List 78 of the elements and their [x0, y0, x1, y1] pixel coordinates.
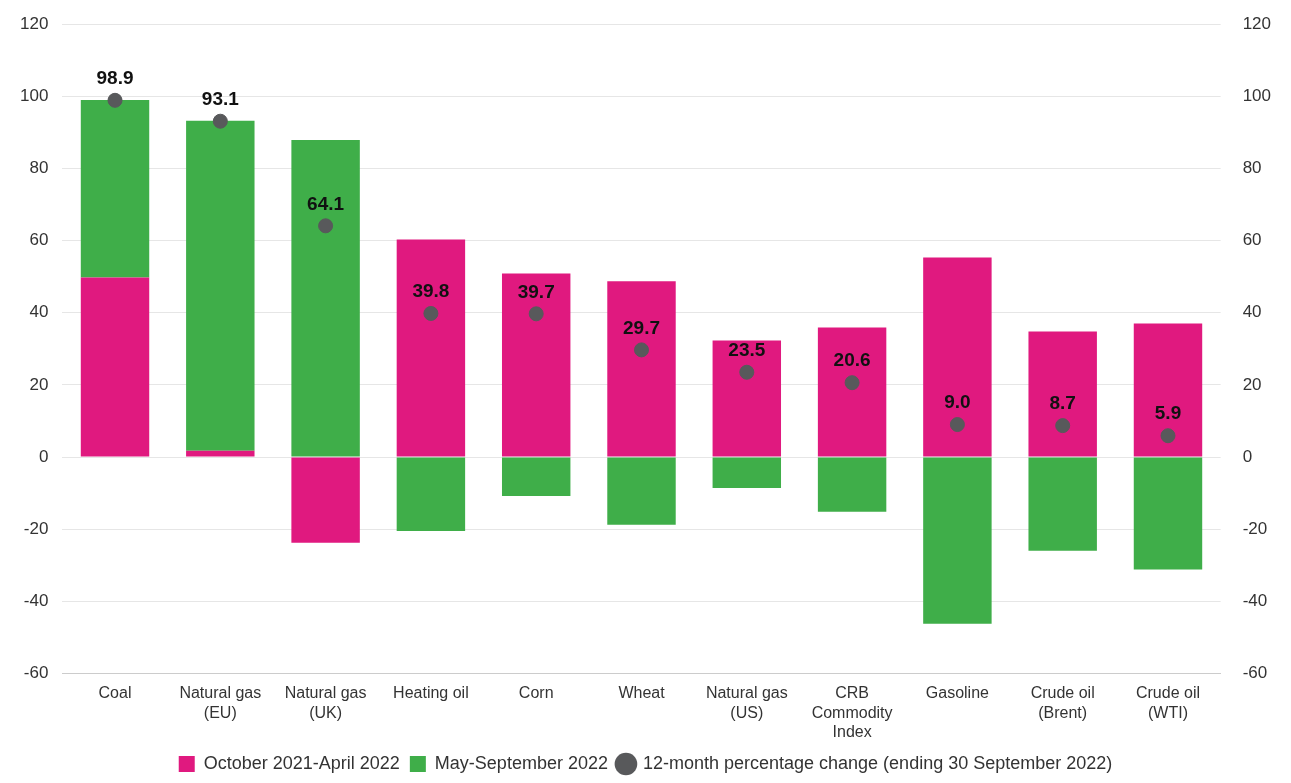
point: [634, 342, 649, 358]
y2-tick-label: 20: [1242, 374, 1262, 394]
data-label: 39.8: [412, 280, 450, 302]
y-tick-label: 100: [19, 86, 49, 106]
point: [212, 113, 228, 129]
data-label: 39.7: [517, 280, 555, 302]
data-label: 23.5: [728, 338, 766, 360]
x-tick-label: Crude oil (Brent): [1030, 684, 1095, 721]
x-tick-label: Gasoline: [925, 684, 990, 702]
y2-tick-label: 80: [1242, 158, 1262, 178]
point: [423, 305, 439, 321]
point: [1055, 418, 1071, 434]
y2-tick-label: 0: [1242, 446, 1253, 466]
y-tick-label: -60: [23, 663, 49, 683]
data-label: 64.1: [307, 192, 345, 214]
x-tick-label: CRB Commodity Index: [811, 684, 893, 740]
data-label: 20.6: [833, 349, 871, 371]
x-tick-label: Natural gas (EU): [179, 684, 262, 721]
y2-tick-label: -20: [1242, 518, 1268, 538]
data-label: 93.1: [201, 87, 240, 109]
point: [844, 375, 860, 391]
y-tick-label: 20: [29, 374, 49, 394]
bar: [1028, 331, 1097, 457]
bar: [817, 327, 887, 457]
y2-tick-label: 40: [1242, 302, 1262, 322]
data-label: 8.7: [1049, 392, 1076, 414]
bar: [186, 450, 255, 457]
y-tick-label: -40: [23, 590, 49, 610]
bar: [396, 239, 466, 457]
bar: [923, 257, 992, 457]
bar: [501, 457, 571, 496]
legend-label: 12-month percentage change (ending 30 September 2022): [642, 752, 1113, 773]
legend-label: May-September 2022: [434, 752, 608, 773]
x-tick-label: Natural gas (US): [705, 684, 788, 721]
point: [107, 92, 123, 108]
bar: [1133, 323, 1203, 457]
bar: [291, 457, 360, 543]
legend-label: October 2021-April 2022: [203, 752, 400, 773]
bar: [501, 273, 571, 457]
y-tick-label: 40: [29, 302, 49, 322]
bar: [1028, 457, 1097, 551]
x-tick-label: Corn: [518, 684, 554, 702]
bar: [607, 457, 676, 525]
bar: [80, 99, 150, 278]
bar: [712, 457, 782, 489]
bar: [186, 120, 255, 451]
x-tick-label: Crude oil (WTI): [1135, 684, 1200, 721]
point: [1160, 428, 1176, 444]
data-label: 5.9: [1154, 402, 1182, 424]
point: [739, 364, 755, 380]
y2-tick-label: 100: [1242, 86, 1272, 106]
point: [949, 417, 965, 433]
y-tick-label: -20: [23, 518, 49, 538]
data-label: 29.7: [623, 316, 660, 338]
bar: [817, 457, 887, 512]
data-label: 98.9: [96, 67, 134, 89]
y-tick-label: 120: [19, 13, 49, 33]
bar: [923, 457, 992, 624]
bar: [291, 139, 360, 457]
y2-tick-label: -60: [1242, 663, 1268, 683]
x-tick-label: Wheat: [618, 684, 666, 702]
x-tick-label: Coal: [98, 684, 132, 702]
bar: [1133, 457, 1203, 570]
bar: [607, 281, 676, 457]
y2-tick-label: 60: [1242, 230, 1262, 250]
y-tick-label: 60: [29, 230, 49, 250]
bar: [80, 277, 150, 457]
bar: [396, 457, 466, 531]
y2-tick-label: -40: [1242, 590, 1268, 610]
bar: [712, 340, 782, 457]
point: [528, 306, 544, 322]
point: [318, 218, 334, 234]
y2-tick-label: 120: [1242, 13, 1272, 33]
x-tick-label: Heating oil: [393, 684, 469, 702]
x-tick-label: Natural gas (UK): [284, 684, 367, 721]
y-tick-label: 80: [29, 158, 49, 178]
y-tick-label: 0: [38, 446, 49, 466]
data-label: 9.0: [944, 391, 971, 413]
